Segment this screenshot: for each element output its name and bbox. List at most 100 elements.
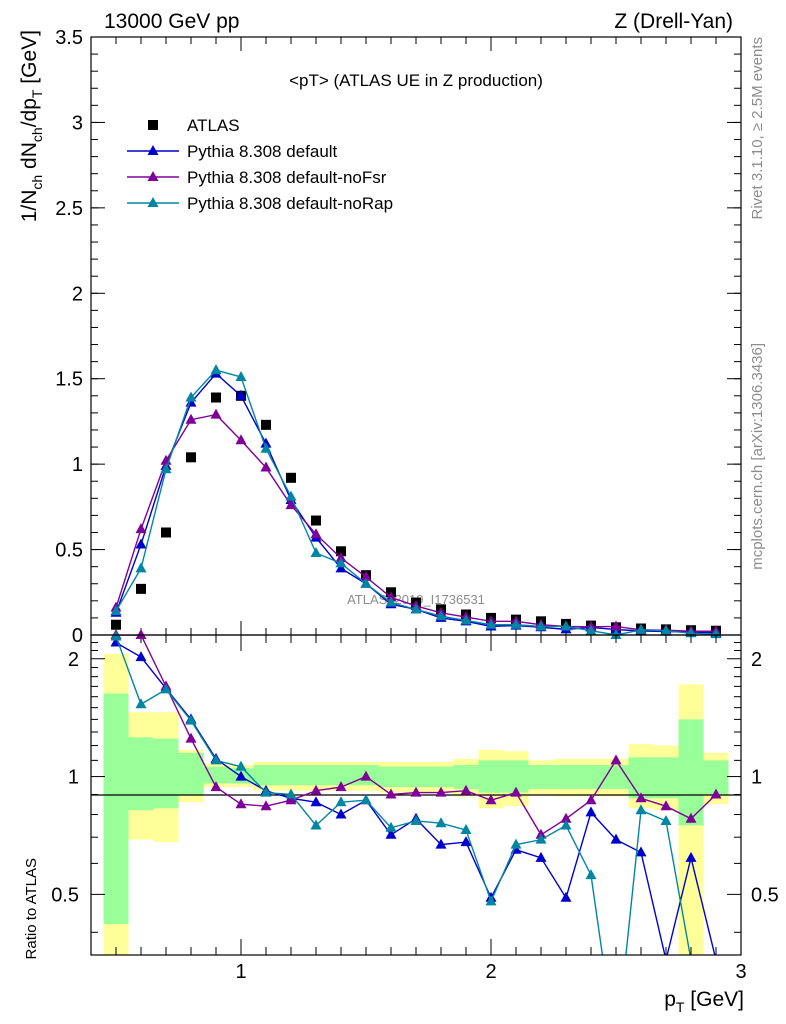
x-tick-label: 2 bbox=[485, 961, 496, 983]
main-plot-panel: 00.511.522.533.5 ATLAS_2019_I1736531 <pT… bbox=[18, 27, 742, 647]
main-series-marker bbox=[235, 434, 247, 445]
atlas-data-point bbox=[286, 472, 296, 483]
ratio-frame bbox=[90, 634, 742, 956]
main-series-marker bbox=[560, 620, 572, 631]
main-series-marker bbox=[135, 562, 147, 573]
ratio-band-inner bbox=[628, 757, 654, 799]
main-y-tick-label: 2 bbox=[72, 283, 83, 305]
main-series-marker bbox=[635, 623, 647, 634]
ratio-series-marker bbox=[535, 851, 547, 862]
ratio-series-2 bbox=[110, 630, 691, 955]
ratio-band-inner bbox=[203, 766, 229, 784]
rivet-label: Rivet 3.1.10, ≥ 2.5M events bbox=[749, 37, 766, 220]
main-series-marker bbox=[510, 618, 522, 629]
main-y-tick-label: 3 bbox=[72, 112, 83, 134]
ratio-y-tick-label: 2 bbox=[68, 649, 79, 671]
main-series-marker bbox=[310, 546, 322, 557]
main-series-marker bbox=[335, 562, 347, 573]
main-series-marker bbox=[310, 528, 322, 539]
ratio-series-marker bbox=[510, 786, 522, 797]
ratio-y-tick-label-right: 0.5 bbox=[751, 884, 779, 906]
main-series-marker bbox=[260, 442, 272, 453]
ratio-band-inner bbox=[278, 765, 304, 786]
main-series-2 bbox=[110, 408, 722, 636]
ratio-y-axis-label: Ratio to ATLAS bbox=[23, 858, 40, 959]
main-series-marker bbox=[235, 389, 247, 400]
ratio-series-marker bbox=[185, 714, 197, 725]
ratio-series-marker bbox=[185, 732, 197, 743]
x-axis-label: pT [GeV] bbox=[664, 988, 744, 1015]
ratio-y-tick-label: 0.5 bbox=[51, 884, 79, 906]
legend-marker-atlas bbox=[148, 120, 158, 130]
main-series-layer bbox=[110, 364, 722, 639]
legend-marker bbox=[147, 197, 159, 207]
ratio-series-marker bbox=[135, 629, 147, 639]
ratio-series-marker bbox=[485, 895, 497, 906]
ratio-series-marker bbox=[535, 833, 547, 844]
ratio-band-inner bbox=[453, 765, 479, 789]
ratio-band-inner bbox=[128, 737, 154, 811]
ratio-y-tick-label: 1 bbox=[68, 767, 79, 789]
x-tick-label: 3 bbox=[735, 961, 746, 983]
ratio-plot-panel: 0.5 0.5 1 1 2 2 1 2 3 Ratio to ATLAS pT [GeV] bbox=[23, 629, 779, 1015]
ratio-series-marker bbox=[285, 788, 297, 799]
main-series-marker bbox=[210, 364, 222, 375]
ratio-series-marker bbox=[335, 781, 347, 792]
main-series-marker bbox=[485, 618, 497, 629]
ratio-series-marker bbox=[460, 836, 472, 847]
main-series-marker bbox=[410, 603, 422, 614]
main-series-3 bbox=[110, 364, 722, 639]
ratio-band-inner bbox=[403, 766, 429, 788]
main-series-marker bbox=[235, 371, 247, 382]
ratio-series-marker bbox=[435, 786, 447, 797]
atlas-data-point bbox=[336, 546, 346, 557]
ratio-series-marker bbox=[460, 784, 472, 795]
ratio-series-line bbox=[115, 636, 691, 955]
ratio-series-marker bbox=[335, 808, 347, 819]
main-series-marker bbox=[385, 596, 397, 607]
ratio-series-marker bbox=[335, 796, 347, 807]
ratio-series-marker bbox=[710, 788, 722, 799]
header-right: Z (Drell-Yan) bbox=[614, 10, 733, 33]
ratio-series-marker bbox=[610, 833, 622, 844]
atlas-data-point bbox=[186, 452, 196, 463]
ratio-series-marker bbox=[660, 800, 672, 811]
ratio-band-inner bbox=[153, 738, 179, 809]
ratio-band-inner bbox=[578, 765, 604, 789]
header-left: 13000 GeV pp bbox=[104, 10, 239, 33]
main-series-marker bbox=[585, 624, 597, 635]
main-series-marker bbox=[435, 610, 447, 621]
main-series-marker bbox=[285, 499, 297, 510]
ratio-series-marker bbox=[310, 796, 322, 807]
ratio-band-inner bbox=[653, 757, 679, 799]
main-series-marker bbox=[610, 620, 622, 631]
legend-label: Pythia 8.308 default-noFsr bbox=[187, 168, 387, 187]
atlas-data-point bbox=[111, 619, 121, 630]
ratio-band-inner bbox=[528, 765, 554, 789]
ratio-series-marker bbox=[635, 792, 647, 803]
ratio-series-marker bbox=[235, 798, 247, 809]
main-series-marker bbox=[210, 408, 222, 419]
main-series-marker bbox=[160, 463, 172, 474]
ratio-series-marker bbox=[135, 651, 147, 662]
ratio-band-inner bbox=[428, 766, 454, 788]
main-series-marker bbox=[360, 570, 372, 581]
main-series-marker bbox=[110, 605, 122, 616]
ratio-y-tick-label-right: 2 bbox=[751, 649, 762, 671]
ratio-series-marker bbox=[560, 819, 572, 830]
legend-label: Pythia 8.308 default bbox=[187, 142, 338, 161]
main-y-tick-label: 1.5 bbox=[55, 369, 83, 391]
ratio-band-inner bbox=[678, 719, 704, 826]
ratio-series-marker bbox=[485, 794, 497, 805]
ratio-series-marker bbox=[410, 786, 422, 797]
ratio-series-marker bbox=[585, 794, 597, 805]
ratio-series-marker bbox=[435, 838, 447, 849]
ratio-band-inner bbox=[478, 760, 504, 793]
main-series-marker bbox=[460, 614, 472, 625]
ratio-series-marker bbox=[585, 869, 597, 880]
ratio-band-inner bbox=[378, 766, 404, 788]
atlas-data-point bbox=[261, 419, 271, 430]
main-series-marker bbox=[535, 620, 547, 631]
ratio-series-marker bbox=[160, 683, 172, 694]
